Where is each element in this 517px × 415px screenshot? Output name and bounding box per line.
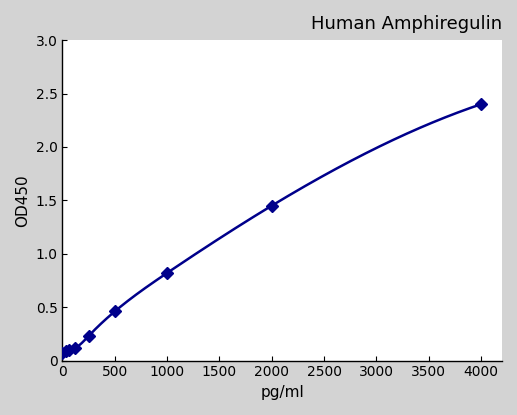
- Y-axis label: OD450: OD450: [15, 174, 30, 227]
- X-axis label: pg/ml: pg/ml: [261, 385, 304, 400]
- Text: Human Amphiregulin: Human Amphiregulin: [311, 15, 502, 33]
